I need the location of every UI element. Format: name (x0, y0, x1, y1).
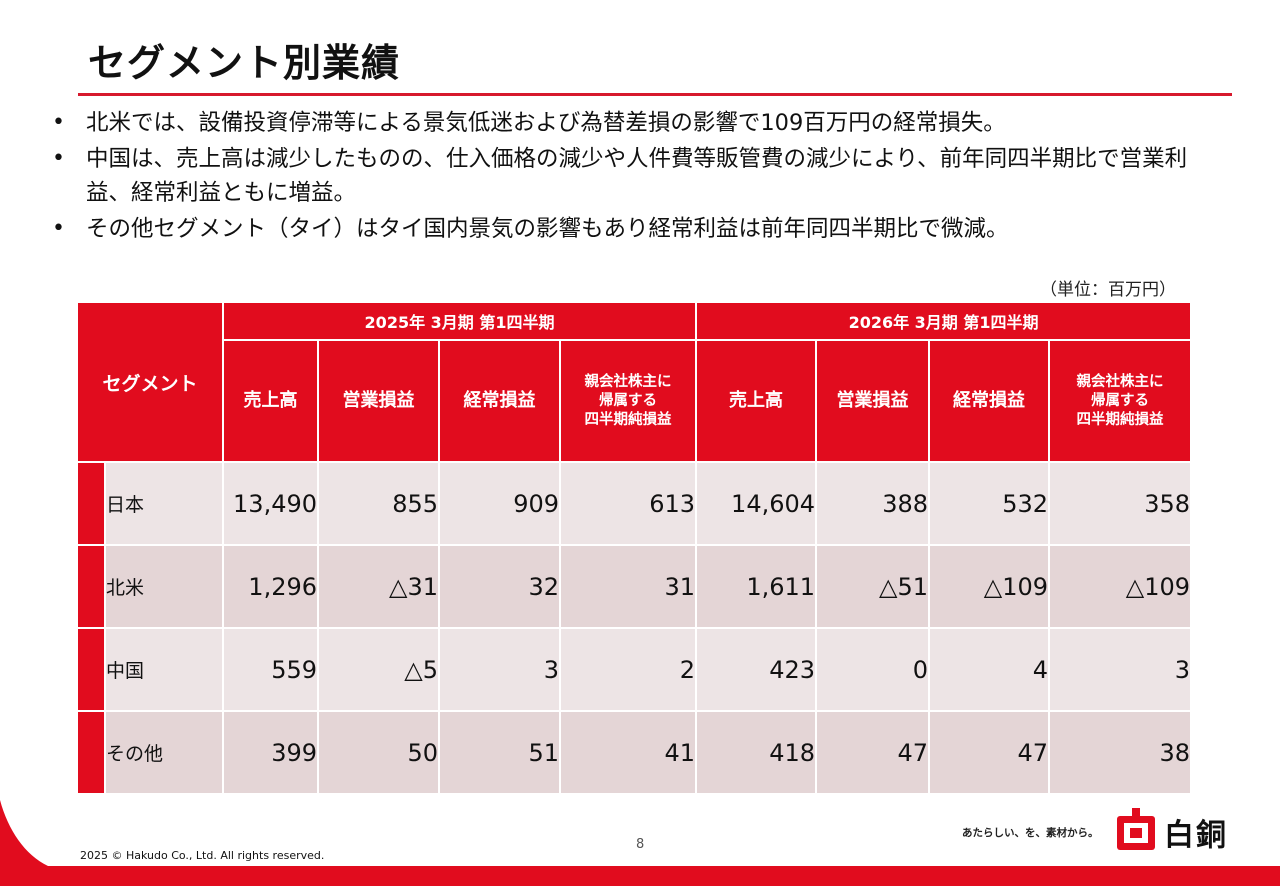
bullet-dot-icon: • (52, 216, 65, 241)
col-sales: 売上高 (695, 339, 818, 463)
period-header-2026: 2026年 3月期 第1四半期 (695, 301, 1193, 341)
bullet-dot-icon: • (52, 110, 65, 135)
footer-corner-decoration (0, 800, 48, 886)
table-cell: △5 (317, 627, 441, 712)
bullet-item: • 北米では、設備投資停滞等による景気低迷および為替差損の影響で109百万円の経常… (50, 106, 1230, 140)
company-logo-text: 白銅 (1164, 818, 1228, 853)
col-ordinary: 経常損益 (928, 339, 1051, 463)
segment-name: 日本 (103, 461, 225, 546)
col-ordinary: 経常損益 (438, 339, 562, 463)
table-cell: 423 (695, 627, 818, 712)
page-number: 8 (636, 837, 645, 852)
table-cell: △109 (928, 544, 1051, 629)
table-cell: 38 (1048, 710, 1193, 795)
bullet-text: 北米では、設備投資停滞等による景気低迷および為替差損の影響で109百万円の経常損… (86, 110, 1006, 136)
table-cell: 418 (695, 710, 818, 795)
table-row: 日本 13,490 855 909 613 14,604 388 532 358 (76, 461, 1193, 546)
table-cell: 14,604 (695, 461, 818, 546)
table-cell: 3 (1048, 627, 1193, 712)
col-net-income: 親会社株主に 帰属する 四半期純損益 (1048, 339, 1193, 463)
table-cell: 559 (222, 627, 320, 712)
col-sales: 売上高 (222, 339, 320, 463)
page-title: セグメント別業績 (88, 41, 401, 85)
table-row: 北米 1,296 △31 32 31 1,611 △51 △109 △109 (76, 544, 1193, 629)
table-cell: 1,611 (695, 544, 818, 629)
table-cell: △31 (317, 544, 441, 629)
table-row: その他 399 50 51 41 418 47 47 38 (76, 710, 1193, 795)
table-cell: 1,296 (222, 544, 320, 629)
segment-results-table: セグメント 2025年 3月期 第1四半期 2026年 3月期 第1四半期 売上… (75, 301, 1193, 795)
segment-name: その他 (103, 710, 225, 795)
bullet-item: • 中国は、売上高は減少したものの、仕入価格の減少や人件費等販管費の減少により、前… (50, 142, 1230, 210)
table-cell: 47 (815, 710, 931, 795)
bullet-text: その他セグメント（タイ）はタイ国内景気の影響もあり経常利益は前年同四半期比で微減… (86, 216, 1009, 242)
segment-name: 北米 (103, 544, 225, 629)
title-divider (78, 93, 1232, 96)
col-operating: 営業損益 (317, 339, 441, 463)
company-tagline: あたらしい、を、素材から。 (962, 827, 1099, 839)
table-cell: 855 (317, 461, 441, 546)
table-cell: 41 (559, 710, 698, 795)
row-marker (76, 710, 106, 795)
col-operating: 営業損益 (815, 339, 931, 463)
table-cell: 532 (928, 461, 1051, 546)
footer-bar (0, 866, 1280, 886)
table-cell: 4 (928, 627, 1051, 712)
table-cell: 613 (559, 461, 698, 546)
company-logo-icon (1117, 808, 1155, 850)
table-cell: 31 (559, 544, 698, 629)
segment-name: 中国 (103, 627, 225, 712)
table-cell: 51 (438, 710, 562, 795)
period-header-2025: 2025年 3月期 第1四半期 (222, 301, 698, 341)
table-cell: 2 (559, 627, 698, 712)
table-cell: 0 (815, 627, 931, 712)
table-cell: 13,490 (222, 461, 320, 546)
bullet-item: • その他セグメント（タイ）はタイ国内景気の影響もあり経常利益は前年同四半期比で微… (50, 212, 1230, 246)
table-cell: 388 (815, 461, 931, 546)
row-marker (76, 544, 106, 629)
summary-bullets: • 北米では、設備投資停滞等による景気低迷および為替差損の影響で109百万円の経常… (50, 106, 1230, 248)
table-cell: 50 (317, 710, 441, 795)
unit-note: （単位：百万円） (1040, 280, 1176, 300)
bullet-dot-icon: • (52, 146, 65, 171)
row-marker (76, 627, 106, 712)
bullet-text: 中国は、売上高は減少したものの、仕入価格の減少や人件費等販管費の減少により、前年… (86, 146, 1188, 206)
table-cell: 909 (438, 461, 562, 546)
table-cell: 358 (1048, 461, 1193, 546)
table-cell: 399 (222, 710, 320, 795)
table-cell: 32 (438, 544, 562, 629)
table-cell: △109 (1048, 544, 1193, 629)
table-cell: 47 (928, 710, 1051, 795)
table-cell: 3 (438, 627, 562, 712)
table-cell: △51 (815, 544, 931, 629)
col-net-income: 親会社株主に 帰属する 四半期純損益 (559, 339, 698, 463)
table-row: 中国 559 △5 3 2 423 0 4 3 (76, 627, 1193, 712)
copyright: 2025 © Hakudo Co., Ltd. All rights reser… (80, 849, 325, 862)
segment-header: セグメント (75, 301, 225, 463)
row-marker (76, 461, 106, 546)
